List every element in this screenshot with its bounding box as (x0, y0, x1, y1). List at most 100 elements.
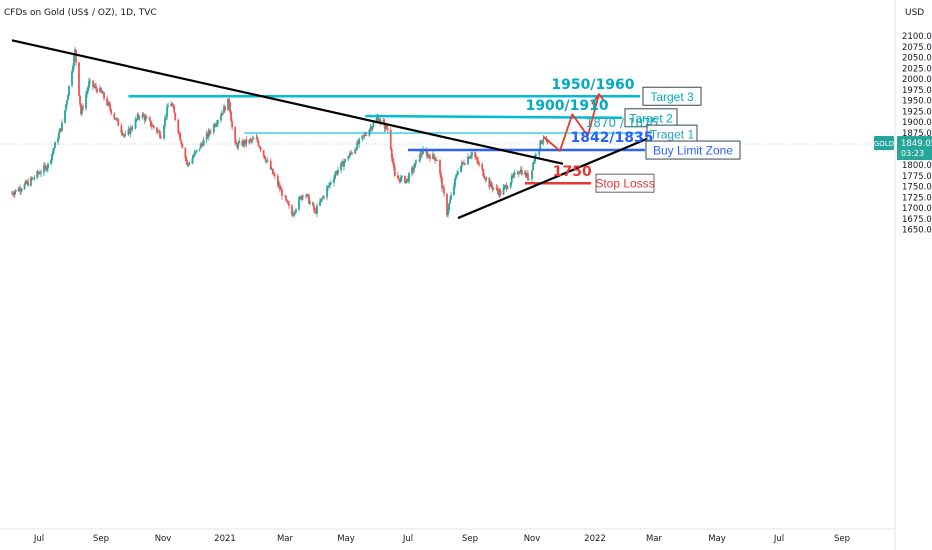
candle-body (363, 134, 366, 136)
candle-body (343, 162, 345, 167)
candle-body (266, 160, 269, 162)
candle-body (513, 172, 516, 174)
candle-body (220, 115, 222, 121)
candle-body (337, 170, 339, 174)
candle-body (350, 152, 352, 154)
y-tick-label: 2050.00 (902, 54, 932, 64)
candle-body (475, 157, 477, 159)
candle-body (415, 160, 417, 163)
y-tick-label: 1900.00 (902, 118, 932, 128)
candle-body (131, 128, 134, 130)
candle-body (241, 141, 244, 146)
candle-body (214, 124, 217, 127)
candle-body (439, 160, 441, 174)
candle-body (474, 152, 476, 158)
candle-body (235, 142, 238, 145)
descending-trendline[interactable] (11, 39, 564, 165)
candle-body (418, 160, 420, 162)
candle-body (383, 122, 386, 129)
candle-body (420, 154, 422, 156)
annotation-box[interactable] (645, 140, 741, 160)
x-tick-label: 2021 (214, 534, 236, 544)
candle-body (14, 189, 17, 193)
candle-body (358, 139, 361, 144)
candle-body (180, 140, 183, 145)
candle-body (152, 125, 155, 128)
candle-body (328, 185, 330, 187)
candle-body (463, 162, 465, 165)
candle-body (130, 127, 133, 130)
chart-title: CFDs on Gold (US$ / OZ), 1D, TVC (4, 8, 157, 18)
target-2-line[interactable] (365, 114, 623, 120)
candle-body (405, 179, 407, 183)
annotation-box[interactable] (595, 173, 655, 193)
candle-body (523, 172, 526, 175)
candle-body (224, 106, 226, 111)
candle-body (510, 176, 513, 183)
candle-body (389, 130, 392, 149)
candle-body (448, 203, 450, 211)
candle-body (191, 157, 194, 164)
candle-body (323, 196, 325, 198)
candle-body (477, 160, 480, 164)
candle-body (64, 110, 66, 123)
y-tick-label: 1950.00 (902, 97, 932, 107)
candle-body (342, 161, 344, 167)
candle-body (308, 195, 310, 204)
candle-body (348, 155, 350, 159)
candle-body (347, 158, 349, 160)
candle-body (436, 160, 438, 161)
candle-body (312, 202, 314, 206)
candle-body (262, 150, 265, 156)
projection-path[interactable] (542, 93, 600, 152)
candle-body (447, 210, 449, 215)
candle-body (19, 188, 21, 192)
candle-body (174, 112, 177, 120)
x-tick-label: 2022 (584, 534, 606, 544)
candle-body (361, 135, 364, 140)
candle-body (391, 157, 394, 163)
candle-body (258, 146, 261, 148)
candle-body (386, 128, 389, 131)
candle-body (344, 159, 346, 163)
candle-body (326, 187, 328, 198)
candle-body (316, 205, 318, 214)
candle-body (481, 164, 484, 170)
candle-body (113, 113, 116, 119)
candle-body (401, 176, 403, 178)
candle-body (44, 165, 46, 167)
candle-body (85, 94, 87, 109)
annotation-box-label: Stop Losss (595, 177, 654, 191)
candle-body (199, 143, 202, 149)
candle-body (79, 95, 81, 105)
y-tick-label: 1775.00 (902, 172, 932, 182)
candle-body (441, 178, 443, 189)
annotation-box[interactable] (642, 86, 702, 106)
candle-body (298, 198, 300, 210)
candle-body (68, 85, 70, 95)
candle-body (238, 141, 241, 143)
candle-body (12, 194, 15, 196)
candle-body (243, 141, 246, 145)
candle-body (404, 176, 406, 183)
candle-body (137, 115, 140, 118)
candle-body (457, 171, 459, 175)
candle-body (519, 169, 522, 173)
candle-body (231, 121, 234, 128)
ascending-trendline[interactable] (457, 134, 655, 220)
candle-body (399, 177, 402, 182)
candle-body (185, 157, 188, 162)
candle-body (230, 112, 233, 122)
candle-body (476, 157, 479, 161)
candle-body (27, 181, 30, 186)
candle-body (433, 154, 435, 158)
annotation-box-label: Target 2 (629, 111, 673, 125)
candle-body (301, 195, 303, 200)
candle-body (413, 167, 415, 171)
candle-body (449, 199, 451, 204)
candle-body (364, 134, 367, 136)
candle-body (322, 196, 324, 199)
candle-body (198, 148, 201, 150)
target-1-zone[interactable] (244, 131, 644, 135)
